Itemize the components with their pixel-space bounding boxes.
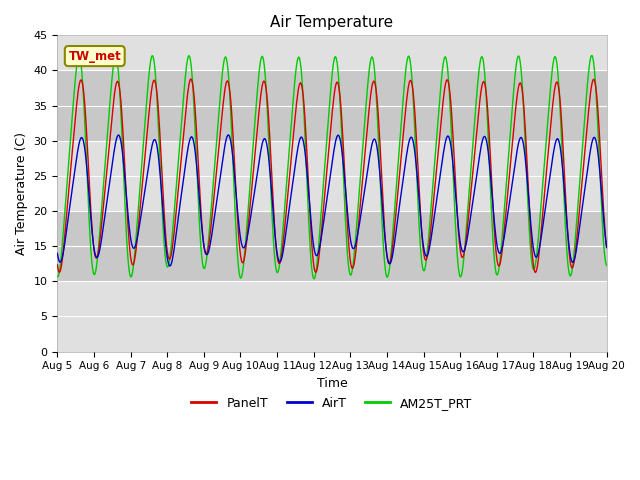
X-axis label: Time: Time <box>317 377 348 390</box>
Text: TW_met: TW_met <box>68 49 121 62</box>
Bar <box>58 141 607 211</box>
Bar <box>58 281 607 351</box>
Bar <box>58 36 607 71</box>
Legend: PanelT, AirT, AM25T_PRT: PanelT, AirT, AM25T_PRT <box>186 392 477 415</box>
Y-axis label: Air Temperature (C): Air Temperature (C) <box>15 132 28 255</box>
Title: Air Temperature: Air Temperature <box>271 15 394 30</box>
